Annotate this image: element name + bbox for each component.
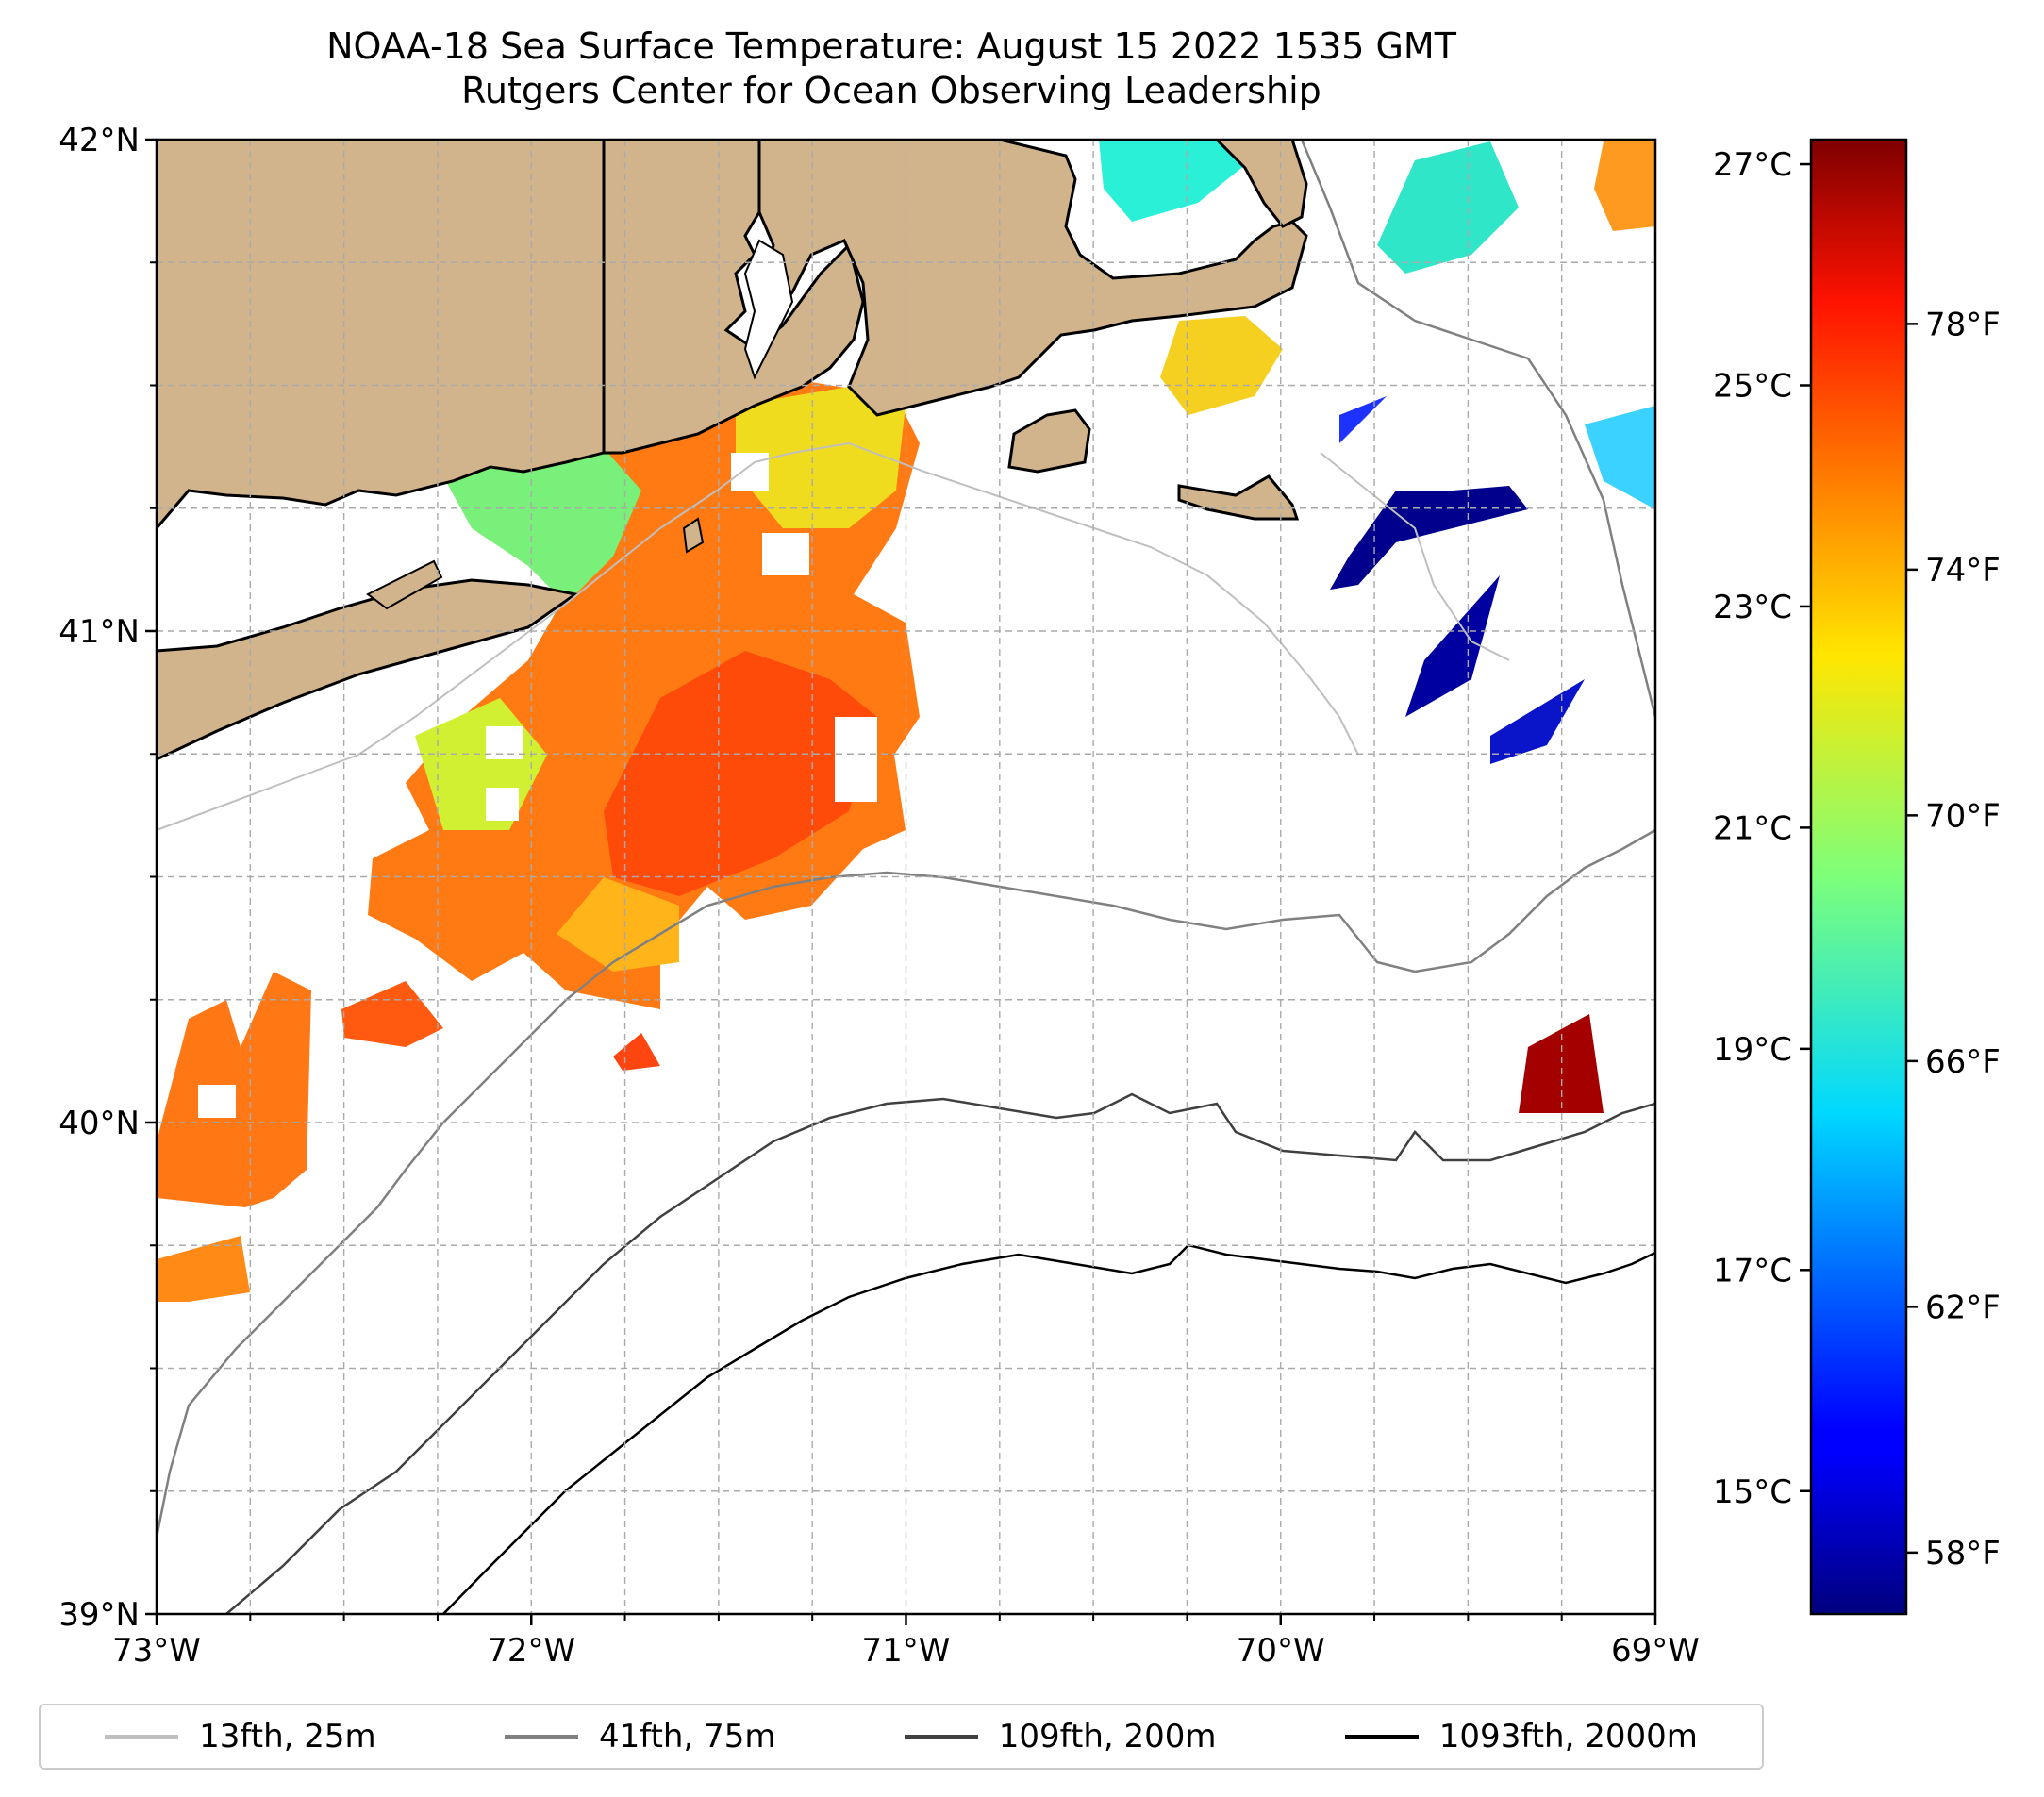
axis-ticks: 42°N 41°N 40°N 39°N73°W 72°W 71°W 70°W 69°W: [58, 122, 1700, 1670]
isobath-25m-line-shoals: [1320, 452, 1510, 661]
lon-tick-label: 73°W: [112, 1632, 201, 1670]
gridlines: [157, 140, 1655, 1614]
colorbar-ticks: 27°C 25°C 23°C 21°C 19°C 17°C 15°C 78°F 74°F 70°F…: [1713, 146, 2001, 1572]
legend-swatch-200m: [904, 1735, 978, 1739]
colorbar-celsius-label: 15°C: [1713, 1473, 1792, 1511]
map-title: NOAA-18 Sea Surface Temperature: August …: [0, 25, 1783, 113]
sst-cloud-gap-2: [486, 726, 523, 759]
legend-label-25m: 13fth, 25m: [199, 1718, 376, 1755]
sst-patch-navy-1: [1330, 486, 1528, 590]
sst-cloud-gap-4: [835, 717, 877, 802]
land-layer: [157, 140, 1308, 761]
isobath-75m-line-east: [1300, 140, 1655, 718]
isobath-2000m-line: [442, 1243, 1655, 1614]
sst-patch-northeast-cyan: [1099, 140, 1245, 222]
isobath-200m-line: [225, 1092, 1655, 1614]
sst-patch-southwest-2: [157, 1236, 250, 1302]
land-long-island: [157, 578, 579, 761]
sst-patch-plume-yellow: [557, 877, 679, 972]
colorbar-fahrenheit-label: 78°F: [1925, 306, 2001, 343]
isobath-75m-line: [157, 828, 1655, 1539]
colorbar-celsius-label: 27°C: [1713, 146, 1792, 184]
legend-item-2000m: 1093fth, 2000m: [1344, 1718, 1698, 1755]
sst-patch-cape-east: [1160, 316, 1283, 415]
sst-patch-green-west: [443, 448, 641, 604]
legend-item-75m: 41fth, 75m: [504, 1718, 776, 1755]
colorbar-fahrenheit-label: 62°F: [1925, 1289, 2001, 1326]
land-connecticut: [157, 140, 606, 531]
colorbar-fahrenheit-label: 66°F: [1925, 1043, 2001, 1081]
sst-data-layer: [157, 140, 1655, 1302]
legend-label-2000m: 1093fth, 2000m: [1438, 1718, 1698, 1755]
sst-cloud-gap-5: [731, 453, 769, 491]
land-long-island-north-fork: [366, 559, 443, 610]
legend-item-25m: 13fth, 25m: [105, 1718, 376, 1755]
colorbar-fahrenheit-label: 70°F: [1925, 797, 2001, 835]
sst-patch-east-cyan: [1585, 406, 1655, 509]
colorbar-celsius-label: 21°C: [1713, 809, 1792, 847]
legend-label-75m: 41fth, 75m: [598, 1718, 776, 1755]
map-plot-area: [157, 140, 1655, 1614]
lon-tick-label: 72°W: [487, 1632, 575, 1670]
sst-patch-northeast-yellow: [1594, 140, 1655, 231]
legend-swatch-25m: [105, 1735, 179, 1739]
legend-swatch-75m: [504, 1735, 578, 1739]
lat-tick-label: 40°N: [58, 1105, 140, 1142]
colorbar-fahrenheit-label: 74°F: [1925, 552, 2001, 590]
title-line-2: Rutgers Center for Ocean Observing Leade…: [461, 70, 1321, 111]
sst-patch-navy-2: [1405, 575, 1500, 717]
lat-tick-label: 42°N: [58, 122, 140, 159]
isobath-layer: [157, 140, 1655, 1614]
colorbar-celsius-label: 17°C: [1713, 1252, 1792, 1290]
sst-cloud-gap-3: [486, 788, 519, 821]
water-narragansett-bay: [743, 239, 794, 380]
isobath-legend: 13fth, 25m 41fth, 75m 109fth, 200m 1093f…: [39, 1704, 1764, 1770]
legend-item-200m: 109fth, 200m: [904, 1718, 1217, 1755]
legend-swatch-2000m: [1344, 1735, 1419, 1739]
title-line-1: NOAA-18 Sea Surface Temperature: August …: [326, 25, 1456, 67]
colorbar-celsius-label: 23°C: [1713, 589, 1792, 626]
sst-patch-east-red: [1519, 1014, 1604, 1113]
lon-tick-label: 70°W: [1237, 1632, 1325, 1670]
colorbar-celsius-label: 19°C: [1713, 1031, 1792, 1069]
land-rhode-island: [602, 140, 865, 455]
land-block-island: [682, 517, 705, 554]
lon-tick-label: 69°W: [1611, 1632, 1700, 1670]
sst-patch-blue-1: [1339, 396, 1387, 443]
land-cape-cod-tip: [1214, 140, 1308, 228]
sst-cloud-gap-6: [198, 1085, 236, 1118]
lat-tick-label: 41°N: [58, 613, 140, 651]
colorbar: [1809, 138, 1908, 1616]
lon-tick-label: 71°W: [862, 1632, 951, 1670]
sst-patch-northeast-cyan-2: [1377, 141, 1519, 274]
sst-patch-south-1: [341, 981, 443, 1047]
lat-tick-label: 39°N: [58, 1596, 140, 1634]
isobath-25m-line: [157, 441, 1359, 831]
colorbar-celsius-label: 25°C: [1713, 368, 1792, 406]
land-marthas-vineyard: [1007, 408, 1091, 474]
land-massachusetts: [757, 140, 1308, 417]
sst-cloud-gap-1: [762, 533, 809, 575]
legend-label-200m: 109fth, 200m: [998, 1718, 1217, 1755]
colorbar-fahrenheit-label: 58°F: [1925, 1535, 2001, 1572]
sst-patch-yellow-north: [736, 387, 906, 528]
sst-patch-plume-core-red: [604, 651, 877, 896]
